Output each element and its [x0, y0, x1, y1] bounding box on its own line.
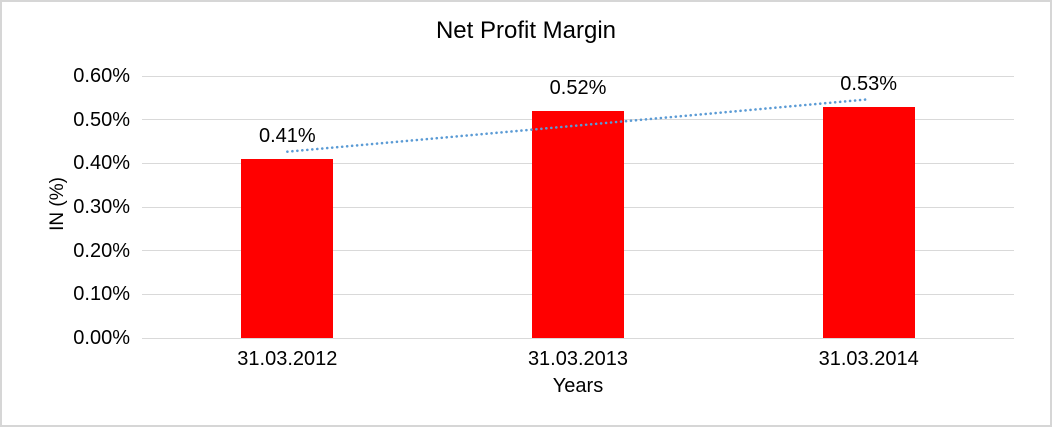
- chart-title: Net Profit Margin: [435, 17, 617, 44]
- x-category-label: 31.03.2012: [237, 348, 338, 370]
- y-tick-label: 0.20%: [73, 239, 130, 262]
- y-tick-label: 0.40%: [73, 152, 130, 175]
- bar-value-label: 0.52%: [549, 76, 607, 99]
- bar: [822, 106, 915, 338]
- gridline: [142, 337, 1014, 339]
- y-tick-label: 0.00%: [73, 327, 130, 349]
- y-tick-label: 0.30%: [73, 196, 130, 218]
- gridline: [142, 75, 1014, 77]
- y-tick-label: 0.60%: [73, 65, 130, 87]
- x-category-label: 31.03.2013: [527, 348, 629, 370]
- y-tick-label: 0.10%: [73, 283, 130, 306]
- bar: [241, 158, 334, 338]
- bar: [532, 110, 624, 338]
- x-axis-title: Years: [552, 375, 604, 397]
- bar-value-label: 0.41%: [258, 124, 316, 147]
- x-category-label: 31.03.2014: [818, 348, 919, 370]
- y-tick-label: 0.50%: [73, 108, 130, 131]
- bar-value-label: 0.53%: [840, 72, 898, 95]
